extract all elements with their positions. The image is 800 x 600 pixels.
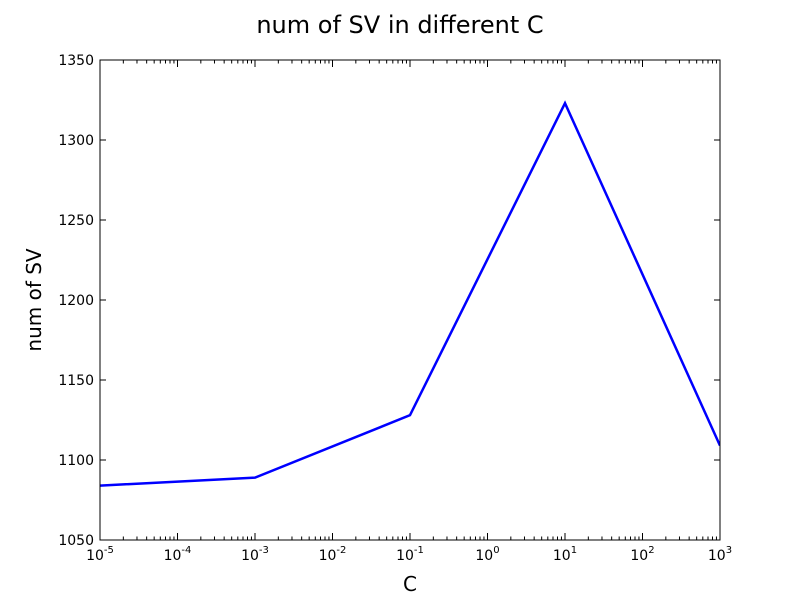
x-tick-base: 10 bbox=[553, 548, 571, 564]
x-tick-label: 10-1 bbox=[396, 545, 424, 564]
x-tick-base: 10 bbox=[241, 548, 259, 564]
plot-frame bbox=[99, 59, 721, 541]
y-tick-label: 1150 bbox=[58, 373, 94, 389]
series-line-0 bbox=[100, 100, 720, 487]
y-axis-label: num of SV bbox=[22, 248, 46, 352]
x-tick-label: 101 bbox=[553, 545, 577, 564]
x-tick-label: 103 bbox=[708, 545, 732, 564]
x-tick-label: 102 bbox=[630, 545, 654, 564]
x-tick-base: 10 bbox=[319, 548, 337, 564]
x-tick-label: 10-5 bbox=[86, 545, 114, 564]
plot-area bbox=[100, 100, 720, 487]
x-tick-exponent: -1 bbox=[414, 545, 424, 556]
x-tick-exponent: 0 bbox=[493, 545, 499, 556]
x-tick-base: 10 bbox=[630, 548, 648, 564]
y-tick-label: 1250 bbox=[58, 213, 94, 229]
x-tick-label: 10-4 bbox=[164, 545, 192, 564]
x-tick-exponent: -3 bbox=[259, 545, 269, 556]
y-tick-label: 1200 bbox=[58, 293, 94, 309]
x-tick-base: 10 bbox=[396, 548, 414, 564]
y-tick-label: 1100 bbox=[58, 453, 94, 469]
x-tick-base: 10 bbox=[86, 548, 104, 564]
y-tick-label: 1050 bbox=[58, 533, 94, 549]
x-tick-exponent: -2 bbox=[336, 545, 346, 556]
x-tick-label: 10-2 bbox=[319, 545, 347, 564]
x-tick-base: 10 bbox=[164, 548, 182, 564]
chart-title: num of SV in different C bbox=[256, 11, 543, 39]
x-axis-label: C bbox=[403, 572, 417, 596]
x-tick-exponent: -5 bbox=[104, 545, 114, 556]
x-tick-label: 100 bbox=[475, 545, 499, 564]
x-tick-exponent: 3 bbox=[726, 545, 732, 556]
x-tick-exponent: 1 bbox=[571, 545, 577, 556]
y-tick-label: 1350 bbox=[58, 53, 94, 69]
axis-ticks bbox=[99, 59, 721, 541]
x-tick-label: 10-3 bbox=[241, 545, 269, 564]
x-tick-exponent: 2 bbox=[648, 545, 654, 556]
x-tick-base: 10 bbox=[708, 548, 726, 564]
y-tick-label: 1300 bbox=[58, 133, 94, 149]
x-tick-base: 10 bbox=[475, 548, 493, 564]
x-tick-exponent: -4 bbox=[181, 545, 191, 556]
